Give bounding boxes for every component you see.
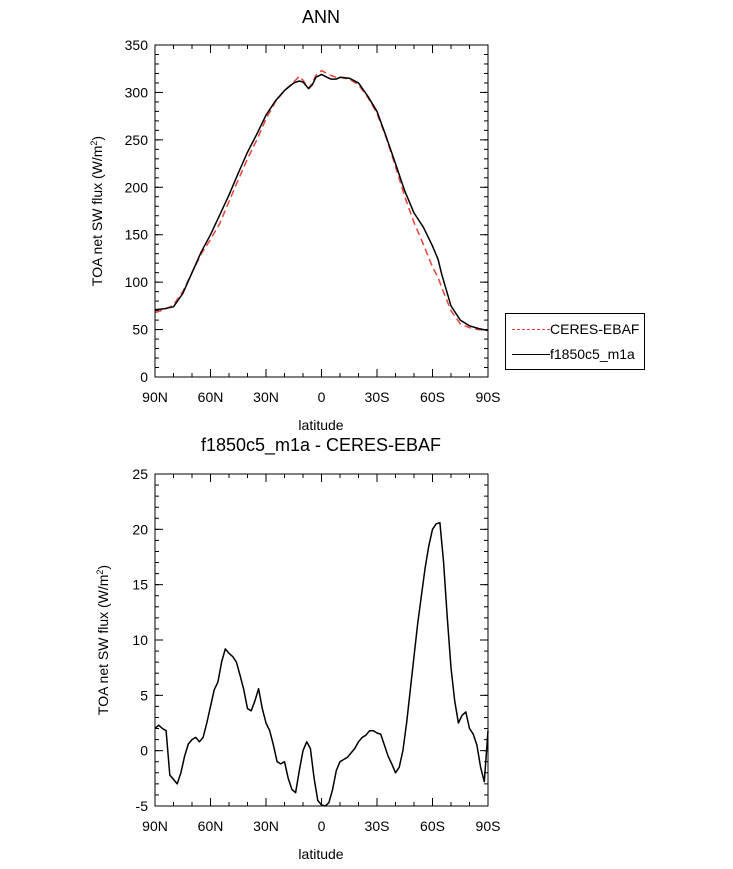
bottom-panel: f1850c5_m1a - CERES-EBAF 90N 60N 30N 0 30S 60… [95, 435, 500, 862]
p0-y-tick-label-5: 250 [125, 132, 149, 148]
bottom-plot-frame [154, 473, 489, 807]
p0-y-tick-label-0: 0 [140, 369, 148, 385]
p1-y-tick-label-4: 15 [132, 577, 148, 593]
p0-x-tick-label-4: 30S [365, 389, 390, 405]
p1-x-tick-label-3: 0 [318, 818, 326, 834]
p1-x-tick-label-4: 30S [365, 818, 390, 834]
legend-label-ceres-ebaf: CERES-EBAF [550, 321, 640, 337]
top-panel: ANN 90N 60N 30N 0 30S 60S 90S 0 50 100 150 200 250 30… [89, 7, 500, 433]
bottom-x-axis-label: latitude [298, 846, 343, 862]
legend-swatch-ceres-ebaf [512, 329, 550, 330]
legend-label-f1850c5-m1a: f1850c5_m1a [550, 346, 635, 362]
p0-x-tick-label-2: 30N [253, 389, 279, 405]
p0-y-tick-label-3: 150 [125, 227, 149, 243]
p0-x-tick-label-3: 0 [318, 389, 326, 405]
p0-x-tick-label-6: 90S [476, 389, 501, 405]
top-x-axis-label: latitude [298, 417, 343, 433]
p0-series-line-f1850c5-m1a [154, 73, 489, 332]
p1-y-tick-label-3: 10 [132, 632, 148, 648]
p1-series-line-f1850c5-m1a [154, 521, 489, 807]
bottom-chart-title: f1850c5_m1a - CERES-EBAF [201, 435, 441, 456]
legend-swatch-f1850c5-m1a [512, 354, 550, 355]
p0-y-tick-label-2: 100 [125, 274, 149, 290]
p0-series-line-ceres-ebaf [154, 69, 489, 332]
p1-x-tick-label-6: 90S [476, 818, 501, 834]
bottom-y-axis-label: TOA net SW flux (W/m2) [95, 565, 111, 715]
p1-x-tick-label-0: 90N [142, 818, 168, 834]
p0-x-tick-label-1: 60N [198, 389, 224, 405]
p0-y-tick-label-1: 50 [132, 322, 148, 338]
p1-y-tick-label-5: 20 [132, 521, 148, 537]
p1-x-tick-label-5: 60S [420, 818, 445, 834]
legend-entry-f1850c5-m1a: f1850c5_m1a [506, 345, 646, 365]
top-axis-ticks [154, 44, 489, 378]
p1-y-tick-label-2: 5 [140, 687, 148, 703]
legend: CERES-EBAF f1850c5_m1a [505, 313, 645, 370]
p0-x-tick-label-5: 60S [420, 389, 445, 405]
top-tick-labels: 90N 60N 30N 0 30S 60S 90S 0 50 100 150 200 250 300 350 [125, 37, 501, 405]
p1-x-tick-label-1: 60N [198, 818, 224, 834]
p0-y-tick-label-6: 300 [125, 84, 149, 100]
p0-x-tick-label-0: 90N [142, 389, 168, 405]
p1-x-tick-label-2: 30N [253, 818, 279, 834]
p1-y-tick-label-6: 25 [132, 466, 148, 482]
top-plot-frame [154, 44, 489, 378]
top-y-axis-label: TOA net SW flux (W/m2) [89, 136, 105, 286]
p1-y-tick-label-0: -5 [136, 798, 149, 814]
p1-y-tick-label-1: 0 [140, 743, 148, 759]
bottom-series [154, 521, 489, 807]
p0-y-tick-label-7: 350 [125, 37, 149, 53]
bottom-tick-labels: 90N 60N 30N 0 30S 60S 90S -5 0 5 10 15 20 25 [132, 466, 500, 834]
top-chart-title: ANN [302, 7, 340, 27]
top-series [154, 69, 489, 332]
legend-entry-ceres-ebaf: CERES-EBAF [506, 320, 646, 340]
p0-y-tick-label-4: 200 [125, 179, 149, 195]
